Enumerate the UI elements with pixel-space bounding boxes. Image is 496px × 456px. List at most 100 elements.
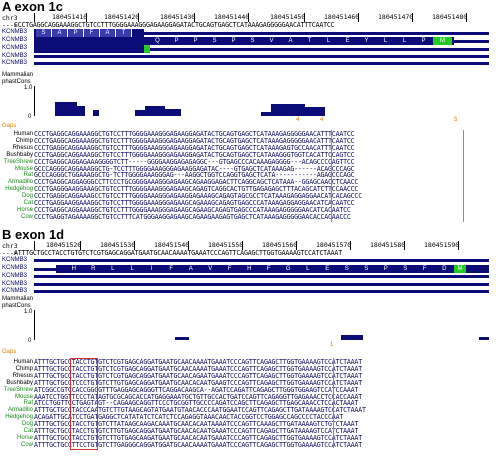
species-label: Rat: [23, 172, 33, 179]
amino-acid: P: [231, 38, 236, 44]
axis-bottom: 0: [28, 338, 32, 344]
species-label: Mouse: [14, 165, 33, 172]
gene-track[interactable]: [34, 45, 489, 53]
amino-acid: E: [325, 266, 330, 272]
species-label: Armadillo: [7, 407, 33, 414]
ruler-label: 180451570: [316, 241, 352, 249]
species-label: Cow: [20, 441, 33, 448]
gene-track[interactable]: S A P F A T: [34, 29, 489, 37]
gene-track[interactable]: [34, 55, 489, 58]
track-label: KCNMB3: [2, 29, 28, 35]
amino-acid: A: [100, 29, 116, 37]
amino-acid: S: [250, 38, 255, 44]
species-label: Chimp: [15, 137, 33, 144]
amino-acid: D: [442, 266, 447, 272]
species-label: TreeShrew: [3, 386, 33, 393]
alignment-row: CCCTGAGGCAGGAAAGGCTGTCCTTTGGGGAAAGGGAGAA…: [34, 150, 355, 159]
amino-acid: A: [188, 266, 193, 272]
amino-acid: L: [306, 266, 310, 272]
species-label: Mouse: [14, 393, 33, 400]
amino-acid: S: [403, 266, 408, 272]
alignment-row: ATTTGCTGCCTACCTGTGTCTCGTGAGCAGGATGAATGCA…: [34, 371, 362, 380]
track-label: KCNMB3: [2, 288, 28, 294]
ruler-label: 180451480: [432, 13, 468, 21]
amino-acid: P: [421, 38, 426, 44]
gene-track[interactable]: H R L L I F A V F H F G L E S S P S F D …: [34, 265, 489, 273]
alignment-row: CCCTGAGGCAGGAAAGGCTGTCCTTTGGGGAAAGGGAGAA…: [34, 130, 355, 138]
gene-track[interactable]: [34, 62, 489, 65]
amino-acid: E: [345, 38, 350, 44]
amino-acid: S: [364, 266, 369, 272]
species-label: TreeShrew: [3, 158, 33, 165]
amino-acid: A: [52, 29, 68, 37]
gene-track[interactable]: [34, 290, 489, 293]
species-label: Bushbaby: [6, 151, 33, 158]
amino-acid: G: [285, 266, 291, 272]
track-label: KCNMB3: [2, 45, 28, 51]
alignment-row: CCCTGAGGCAGGAAAGGCTGTCCTTTGGGGAAAGGGAGAA…: [34, 136, 355, 145]
gaps-label: Gaps: [2, 123, 17, 129]
gap-mark: 4: [296, 117, 300, 123]
ruler-label: 180451540: [154, 241, 190, 249]
alignment-row: CCCTGAGGCAGGAGGGCCTTCCCTGCGGGGAAAGGGAGAA…: [34, 178, 359, 187]
species-label: Armadillo: [7, 179, 33, 186]
gene-track[interactable]: [34, 283, 489, 286]
amino-acid: L: [111, 266, 115, 272]
chromosome-label: chr3: [2, 242, 18, 250]
ruler-label: 180451460: [324, 13, 360, 21]
panel-exon-1d: B exon 1d chr3 180451520 180451530 18045…: [0, 228, 496, 456]
ruler-label: 180451440: [214, 13, 250, 21]
coordinate-ruler: 180451410 180451420 180451430 180451440 …: [34, 13, 489, 23]
species-label: Human: [13, 359, 33, 365]
alignment-row: CCCTGAGGGAAGGAAAGCTGTCCTTTGGGGAAAGGGAGAA…: [34, 185, 359, 194]
ruler-label: 180451530: [100, 241, 136, 249]
panel-title: B exon 1d: [2, 227, 65, 242]
ruler-label: 180451550: [208, 241, 244, 249]
gene-track[interactable]: [34, 259, 489, 262]
species-label: Cat: [23, 428, 33, 434]
alignment-row: ATTTGCTGCCTACCTGTGTCTTGTGAGCAGGATGAATGCA…: [34, 427, 359, 435]
axis-bottom: 0: [28, 114, 32, 120]
alignment-row: CCCTGAGGCAGGAAAGGCTGTCCTTTGGGGAAAGGGAGAA…: [34, 143, 355, 152]
conservation-plot: [34, 310, 490, 340]
amino-acid: T: [116, 29, 132, 37]
alignment-row: CCCTGAGGCAGGAAAGGCTGTCCTTTGGGGAAAGGGAGAA…: [34, 205, 351, 214]
ruler-label: 180451470: [378, 13, 414, 21]
species-label: Cow: [20, 213, 33, 220]
axis-top: 1.0: [24, 309, 33, 315]
ruler-label: 180451590: [424, 241, 460, 249]
amino-acid: F: [422, 266, 427, 272]
conservation-label: Mammalian phastCons: [2, 72, 34, 85]
gap-mark: 4: [320, 117, 324, 123]
alignment-row: ATCGGCCGTCCACCGGGGTTTGAGGAGCAGGGTTCAGGAC…: [34, 385, 359, 394]
species-label: Bushbaby: [6, 379, 33, 386]
start-codon: M: [454, 265, 466, 273]
conservation-label: Mammalian phastCons: [2, 296, 34, 309]
species-label: Human: [13, 131, 33, 137]
species-label: Horse: [16, 206, 33, 213]
amino-acid: A: [288, 38, 293, 44]
gene-track[interactable]: Q P P S P S V A T L E Y L L P M: [34, 37, 489, 45]
alignment-row: CCCTGAGGTAGAAAAGGCTGTCCTTTCATGGGAAGGAGAA…: [34, 212, 351, 221]
alignment-row: ACAGATTGCATCCTGATGAGGCTCATATATCTCATCTCCA…: [34, 413, 344, 422]
species-label: Hedgehog: [5, 414, 33, 421]
track-label: KCNMB3: [2, 257, 28, 263]
gene-track[interactable]: [34, 275, 489, 278]
ruler-label: 180451420: [104, 13, 140, 21]
ruler-label: 180451520: [46, 241, 82, 249]
amino-acid: V: [269, 38, 274, 44]
species-label: Rhesus: [12, 144, 33, 151]
amino-acid: R: [91, 266, 96, 272]
alignment-row: ATTTGCTGCCTACCTGTGTCTTATAAGCAAGACAAATGCA…: [34, 420, 359, 429]
species-label: Horse: [16, 434, 33, 441]
amino-acid: S: [344, 266, 349, 272]
alignment-row: ATTTGCTGCCTTCCTGTGTCTTGAGGGCAGGATGGATGCA…: [34, 440, 362, 449]
amino-acid: L: [383, 38, 388, 44]
alignment-row: CCCTGAGGAAGGAAAGGCTGTCCTTTGGGGAAAGGGAGAA…: [34, 199, 355, 207]
species-label: Dog: [21, 421, 33, 428]
axis-top: 1.0: [24, 85, 33, 91]
amino-acid: F: [169, 266, 174, 272]
reference-sequence: CCCTGAGGCAGGAAAGGCTGTCCTTTGGGGAAAGGGAGAA…: [14, 21, 335, 29]
alignment-row: ATTTGCTGCCTACCCAATGTCTTGTAAGCAGTATGAATGT…: [34, 406, 366, 415]
ruler-label: 180451580: [370, 241, 406, 249]
